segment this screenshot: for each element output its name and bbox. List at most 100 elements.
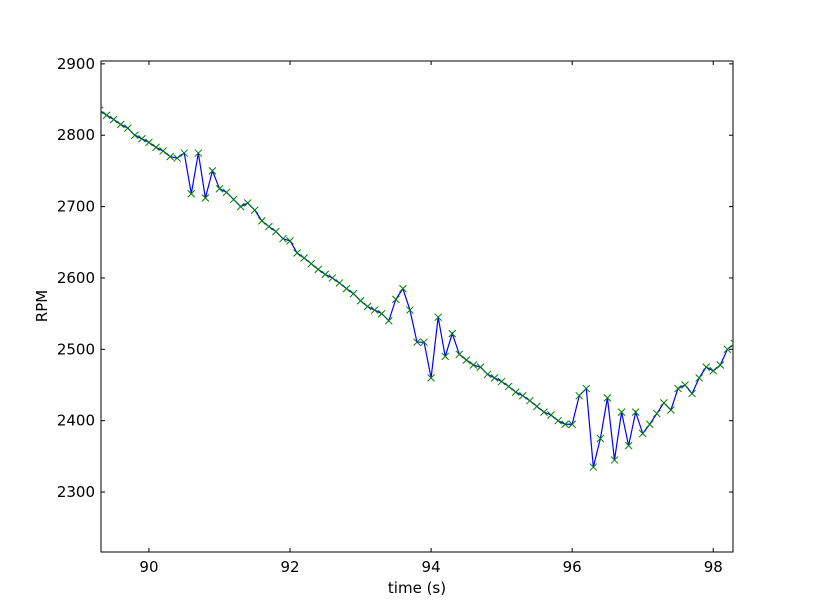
data-marker (688, 389, 696, 398)
data-marker (145, 138, 153, 147)
data-marker (730, 339, 733, 348)
data-marker (314, 265, 323, 274)
data-marker (645, 420, 654, 429)
data-marker (702, 363, 711, 372)
data-marker (518, 391, 527, 400)
data-marker (229, 195, 238, 204)
data-marker (166, 152, 174, 161)
y-tick-label: 2800 (57, 126, 95, 144)
data-marker (328, 274, 337, 282)
data-marker (243, 199, 252, 207)
data-marker (448, 329, 457, 338)
x-axis-label: time (s) (388, 579, 446, 597)
data-marker (695, 374, 703, 382)
y-axis-label: RPM (33, 290, 51, 322)
data-marker (194, 149, 203, 157)
data-marker (504, 382, 513, 391)
data-marker (123, 124, 132, 132)
data-marker (497, 377, 506, 386)
data-marker (279, 234, 287, 243)
data-marker (208, 167, 217, 175)
x-tick-label: 94 (422, 558, 441, 576)
data-marker (652, 409, 661, 418)
data-marker (370, 306, 379, 314)
data-marker (476, 363, 485, 372)
data-marker (293, 249, 301, 257)
data-marker (596, 434, 605, 443)
data-marker (483, 370, 492, 379)
data-marker (236, 202, 245, 211)
data-marker (187, 189, 196, 198)
x-tick-label: 90 (139, 558, 158, 576)
plot-area (101, 106, 733, 471)
data-marker (561, 420, 569, 429)
data-marker (363, 302, 372, 311)
data-marker (660, 398, 668, 407)
data-marker (462, 356, 471, 364)
data-marker (441, 352, 450, 361)
data-marker (455, 350, 464, 359)
data-marker (554, 416, 562, 425)
data-marker (723, 345, 732, 354)
data-marker (526, 396, 534, 405)
y-tick-label: 2700 (57, 198, 95, 216)
data-marker (349, 289, 358, 298)
data-marker (391, 295, 400, 304)
data-marker (342, 284, 351, 293)
data-marker (589, 463, 598, 471)
data-marker (152, 143, 160, 152)
data-marker (667, 406, 675, 414)
data-marker (272, 227, 280, 236)
data-marker (159, 147, 167, 155)
data-marker (300, 254, 308, 262)
data-marker (709, 366, 718, 375)
data-marker (286, 236, 294, 245)
data-marker (173, 154, 182, 162)
data-marker (250, 206, 259, 215)
data-marker (575, 391, 584, 400)
data-marker (617, 408, 626, 416)
data-marker (109, 115, 118, 124)
data-marker (377, 309, 386, 318)
x-tick-label: 98 (704, 558, 723, 576)
data-marker (681, 381, 689, 389)
data-marker (406, 306, 414, 314)
data-marker (638, 429, 647, 438)
data-marker (547, 411, 555, 419)
data-marker (257, 217, 266, 225)
x-tick-label: 96 (563, 558, 582, 576)
plot-frame (100, 60, 734, 553)
data-marker (138, 134, 146, 143)
data-marker (631, 408, 640, 416)
data-marker (413, 338, 421, 347)
data-marker (568, 420, 577, 429)
y-tick-label: 2900 (57, 55, 95, 73)
data-marker (102, 111, 111, 120)
data-marker (307, 259, 316, 268)
data-marker (427, 374, 435, 382)
data-marker (265, 222, 273, 231)
data-marker (321, 270, 330, 279)
data-marker (511, 388, 520, 396)
data-marker (180, 149, 189, 157)
data-marker (533, 402, 541, 411)
data-marker (716, 361, 725, 369)
x-tick-label: 92 (280, 558, 299, 576)
data-marker (384, 316, 393, 325)
data-marker (490, 374, 499, 382)
data-marker (540, 408, 548, 416)
y-tick-label: 2500 (57, 340, 95, 358)
data-marker (434, 313, 443, 322)
data-marker (399, 284, 407, 293)
data-marker (420, 338, 428, 347)
data-marker (215, 184, 224, 193)
data-marker (610, 456, 619, 464)
data-marker (624, 441, 633, 450)
data-marker (116, 120, 125, 129)
data-marker (469, 361, 478, 369)
data-marker (201, 194, 210, 202)
y-tick-label: 2300 (57, 483, 95, 501)
data-marker (131, 131, 139, 140)
data-line (101, 110, 733, 468)
